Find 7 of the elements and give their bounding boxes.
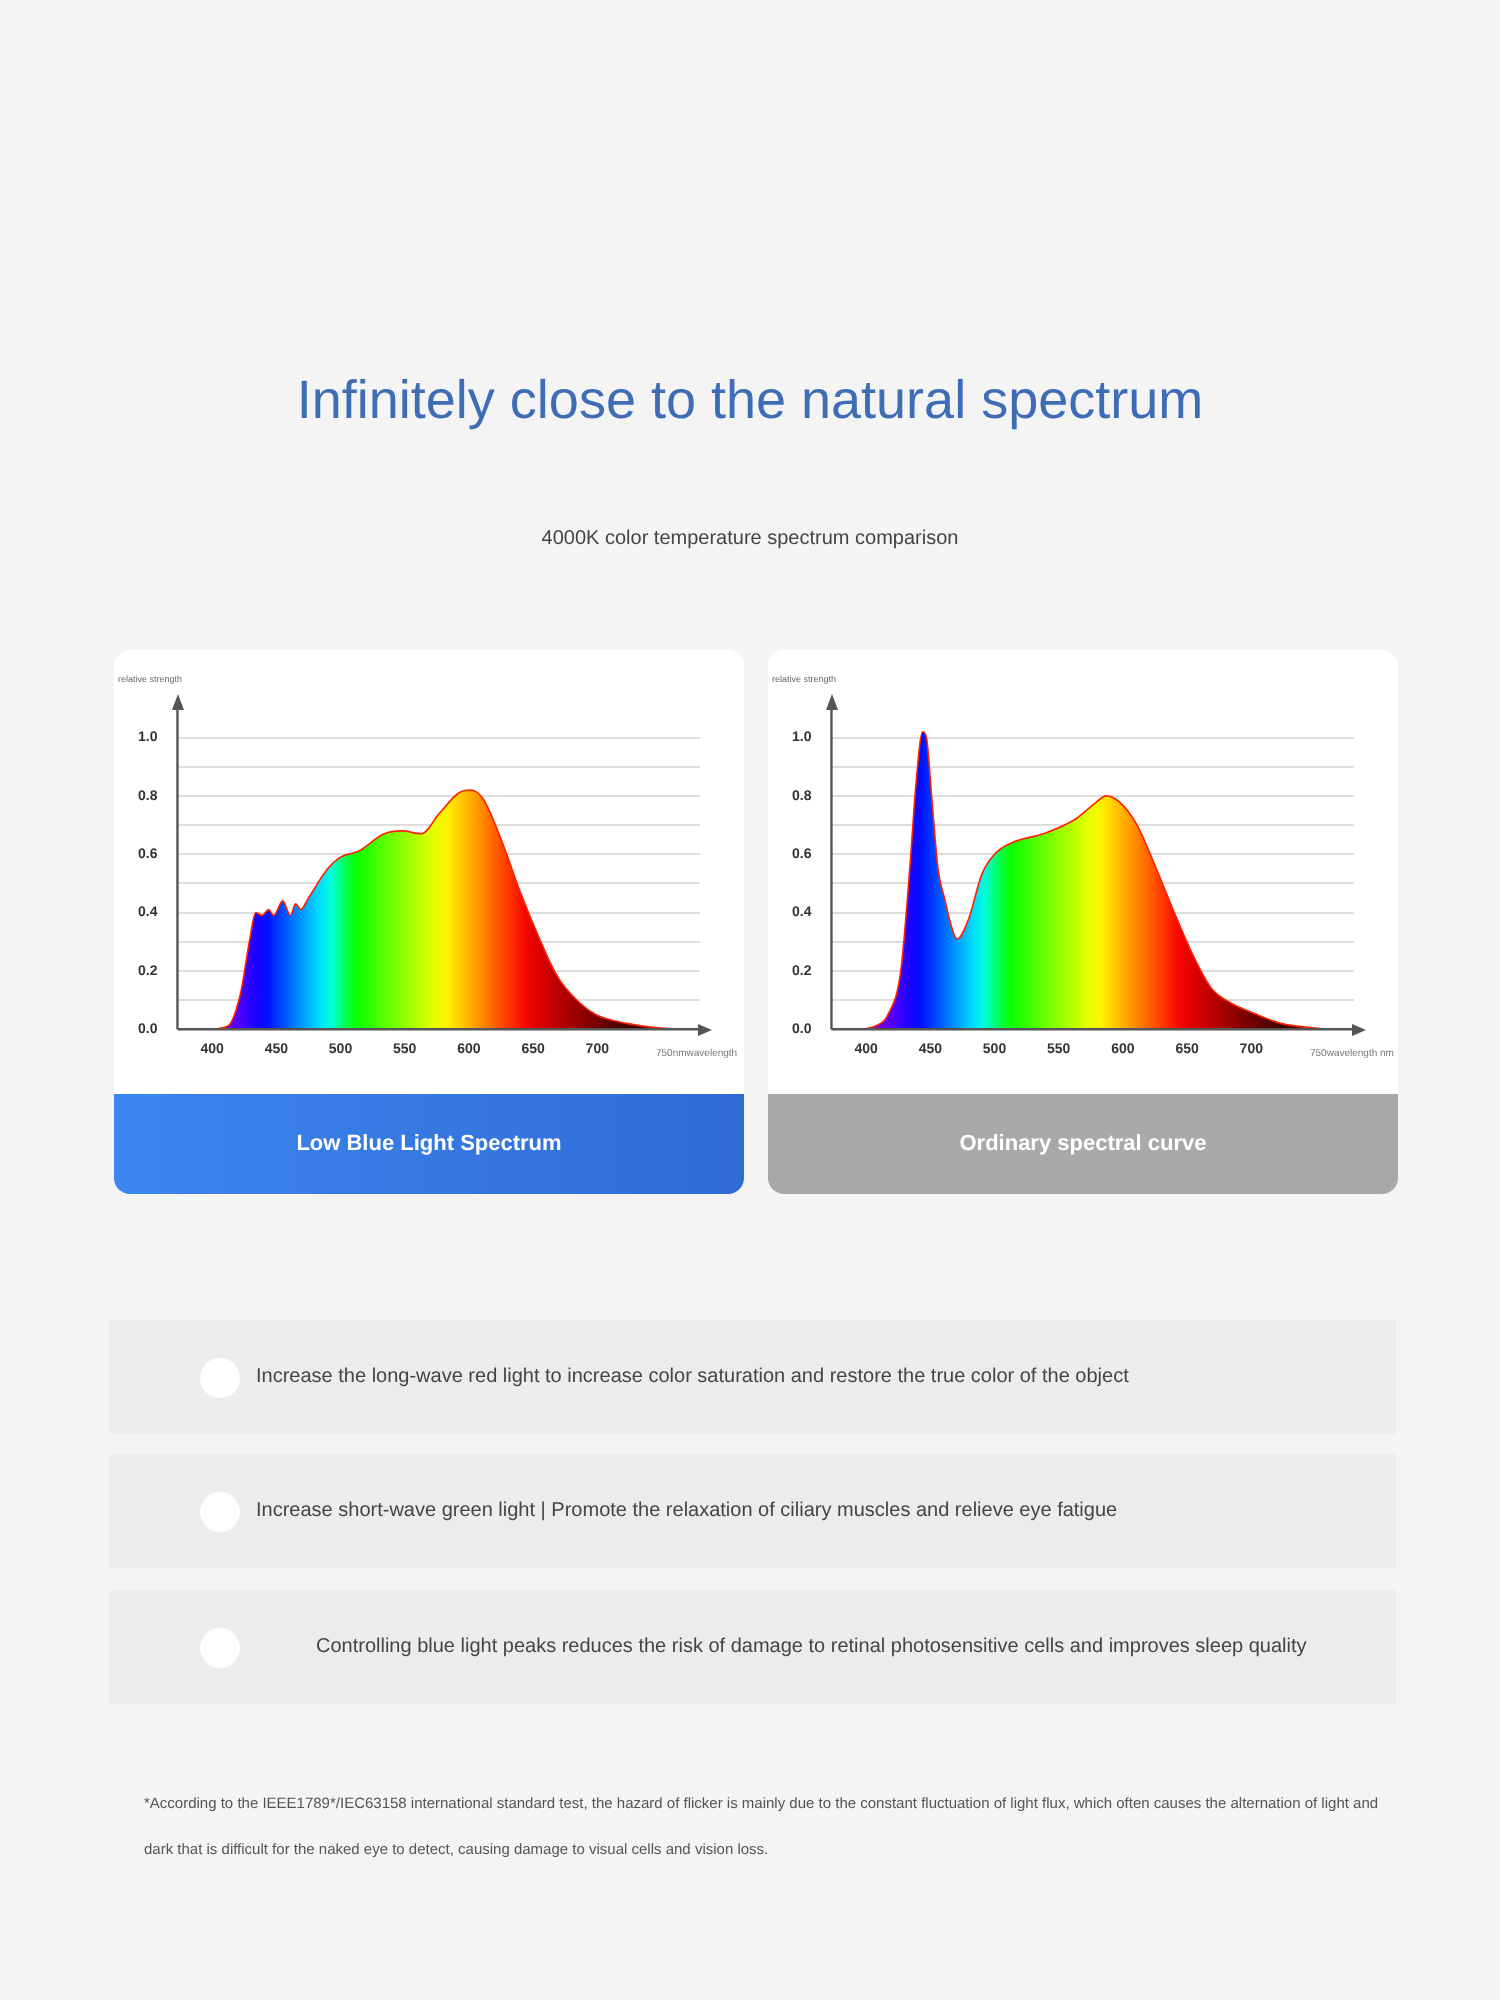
text: Increase short-wave green light | Promote the relaxation of ciliary muscles and relieve eye fatigue (256, 1500, 1118, 1522)
text: Low Blue Light Spectrum (114, 1094, 744, 1194)
text: 4000K color temperature spectrum comparison (539, 528, 961, 550)
text: Controlling blue light peaks reduces the risk of damage to retinal photosensitive cells and improves sleep quality (316, 1636, 1307, 1658)
text: Increase the long-wave red light to increase color saturation and restore the true color of the object (256, 1366, 1129, 1388)
chart-title: Infinitely close to the natural spectrum (294, 370, 1206, 432)
text: Ordinary spectral curve (768, 1094, 1398, 1194)
